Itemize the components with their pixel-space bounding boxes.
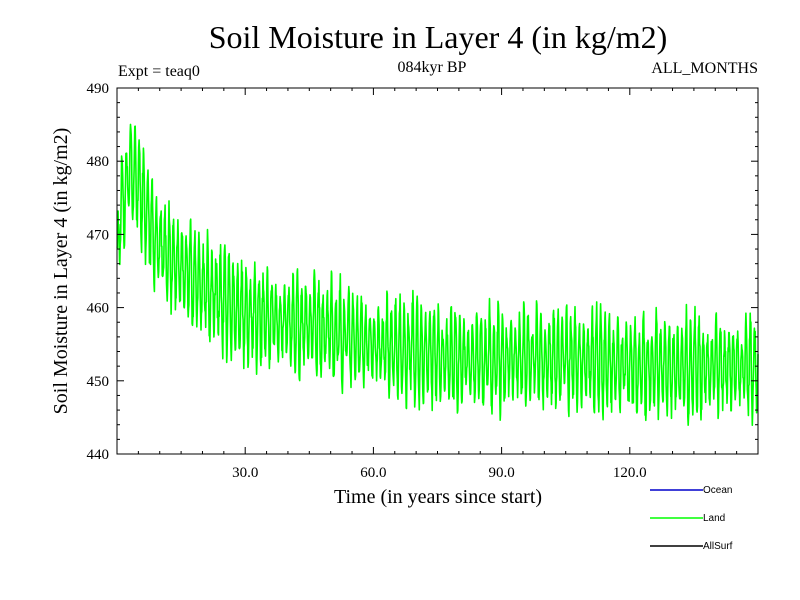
y-tick-label: 470	[87, 227, 110, 243]
y-axis-label: Soil Moisture in Layer 4 (in kg/m2)	[50, 128, 72, 415]
y-tick-label: 460	[87, 301, 110, 317]
experiment-label: Expt = teaq0	[118, 63, 200, 80]
x-axis-label: Time (in years since start)	[334, 486, 542, 508]
x-tick-label: 60.0	[360, 465, 386, 481]
months-label: ALL_MONTHS	[651, 60, 758, 77]
x-tick-label: 30.0	[232, 465, 258, 481]
period-label: 084kyr BP	[398, 59, 467, 76]
legend: Ocean Land AllSurf	[650, 485, 733, 552]
y-tick-label: 490	[87, 81, 110, 97]
legend-label: Land	[703, 513, 725, 524]
y-tick-label: 480	[87, 154, 110, 170]
plot-frame	[116, 87, 759, 455]
y-tick-label: 450	[87, 374, 110, 390]
plot-area: 440 450 460 470 480 490 30.0 60.0 90.0 120.0	[87, 81, 759, 481]
legend-label: Ocean	[703, 485, 732, 496]
chart-title: Soil Moisture in Layer 4 (in kg/m2)	[209, 19, 668, 55]
x-tick-label: 90.0	[488, 465, 514, 481]
legend-label: AllSurf	[703, 541, 733, 552]
x-tick-label: 120.0	[613, 465, 647, 481]
y-tick-label: 440	[87, 447, 110, 463]
series-land-line	[116, 123, 759, 427]
